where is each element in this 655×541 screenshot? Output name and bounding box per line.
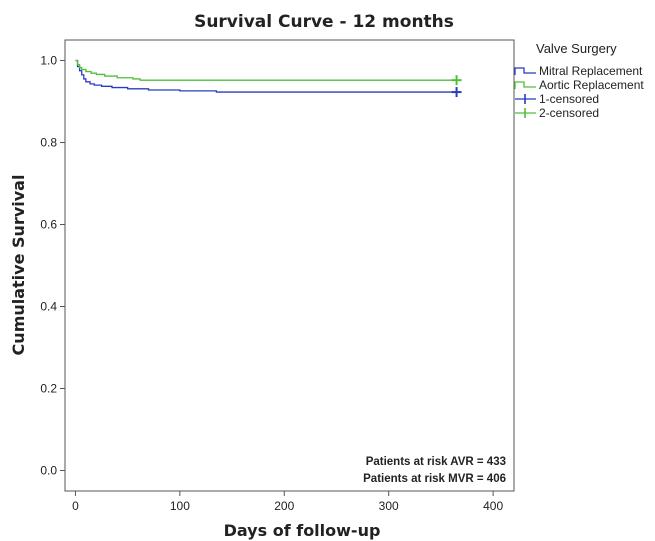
censor-mark-1 <box>451 87 462 98</box>
legend-swatch-line <box>514 67 536 75</box>
y-tick-label: 1.0 <box>40 54 57 68</box>
legend-entry-1: Mitral Replacement <box>514 64 643 78</box>
series-line-aortic <box>75 59 457 81</box>
chart-title: Survival Curve - 12 months <box>194 12 454 32</box>
legend-label: Aortic Replacement <box>539 78 644 92</box>
annotation-avr: Patients at risk AVR = 433 <box>366 456 506 468</box>
y-tick-label: 0.6 <box>40 218 57 232</box>
x-tick-label: 0 <box>72 499 79 513</box>
x-tick-label: 200 <box>274 499 294 513</box>
x-axis-ticks: 0 100 200 300 400 <box>72 491 503 513</box>
y-axis-label: Cumulative Survival <box>9 175 28 356</box>
legend-entry-4: 2-censored <box>515 106 599 120</box>
x-axis-label: Days of follow-up <box>224 521 381 540</box>
censor-mark-2 <box>451 75 462 86</box>
annotation-mvr: Patients at risk MVR = 406 <box>363 473 506 485</box>
y-tick-label: 0.2 <box>40 382 57 396</box>
series-layer <box>75 59 457 93</box>
y-tick-label: 0.0 <box>40 464 57 478</box>
legend-label: 2-censored <box>539 106 599 120</box>
x-tick-label: 300 <box>379 499 399 513</box>
censor-layer <box>451 75 462 98</box>
legend-label: 1-censored <box>539 92 599 106</box>
legend-entry-3: 1-censored <box>515 92 599 106</box>
series-line-mitral <box>75 59 457 93</box>
legend-label: Mitral Replacement <box>539 64 643 78</box>
legend-entry-2: Aortic Replacement <box>514 78 644 92</box>
x-tick-label: 400 <box>483 499 503 513</box>
y-tick-label: 0.8 <box>40 136 57 150</box>
y-axis-ticks: 0.0 0.2 0.4 0.6 0.8 1.0 <box>40 54 65 478</box>
plot-area <box>64 39 515 492</box>
legend-title: Valve Surgery <box>536 41 617 56</box>
y-tick-label: 0.4 <box>40 300 57 314</box>
x-tick-label: 100 <box>170 499 190 513</box>
legend-swatch-line <box>514 81 536 89</box>
